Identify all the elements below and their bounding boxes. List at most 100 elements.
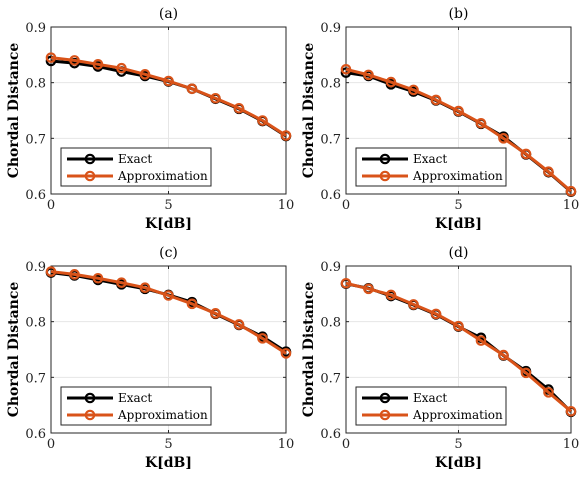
legend-box <box>355 386 507 426</box>
data-point-approximation <box>498 133 509 144</box>
data-point-approximation <box>69 269 80 280</box>
legend-label-exact: Exact <box>118 152 152 166</box>
data-point-approximation <box>430 94 442 106</box>
data-point-approximation <box>210 308 221 319</box>
data-point-approximation <box>186 298 198 310</box>
x-tick-label: 0 <box>47 198 55 213</box>
data-point-approximation <box>116 62 127 74</box>
y-tick-label: 0.9 <box>25 260 46 275</box>
legend-box <box>60 147 212 187</box>
data-point-approximation <box>475 118 487 129</box>
legend-marker-approximation <box>84 409 96 421</box>
x-tick-label: 5 <box>164 198 172 213</box>
x-axis-label: K[dB] <box>145 216 192 232</box>
data-point-approximation <box>363 283 374 295</box>
data-point-approximation <box>92 58 104 70</box>
data-point-approximation <box>543 166 554 178</box>
data-point-approximation <box>116 277 127 288</box>
legend-box <box>60 386 212 426</box>
data-point-approximation <box>163 75 174 87</box>
legend: Exact Approximation <box>355 147 507 187</box>
legend-marker-approximation <box>379 170 391 182</box>
legend-label-exact: Exact <box>413 391 447 405</box>
data-point-exact <box>340 67 352 78</box>
data-point-approximation <box>385 76 397 88</box>
panel-title: (d) <box>449 245 469 261</box>
y-tick-label: 0.7 <box>320 132 341 147</box>
data-point-approximation <box>520 148 532 160</box>
data-point-approximation <box>139 69 151 80</box>
data-point-approximation <box>565 185 577 197</box>
series-line-approximation <box>50 270 287 355</box>
y-tick-label: 0.6 <box>320 188 341 203</box>
legend-label-exact: Exact <box>413 152 447 166</box>
y-tick-label: 0.8 <box>320 316 341 331</box>
x-tick-label: 0 <box>342 198 350 213</box>
data-point-approximation <box>453 320 464 332</box>
y-tick-label: 0.8 <box>25 316 46 331</box>
data-point-approximation <box>408 84 419 96</box>
panel-title: (c) <box>159 245 178 261</box>
y-tick-label: 0.8 <box>25 77 46 92</box>
legend-label-approximation: Approximation <box>412 169 503 183</box>
y-tick-label: 0.7 <box>25 371 46 386</box>
y-tick-label: 0.8 <box>320 77 341 92</box>
legend-label-approximation: Approximation <box>117 169 208 183</box>
data-point-exact <box>45 55 57 67</box>
data-point-approximation <box>520 367 532 379</box>
x-tick-label: 10 <box>563 437 579 452</box>
y-tick-label: 0.9 <box>320 21 341 36</box>
series-line-approximation <box>345 67 572 193</box>
y-tick-label: 0.7 <box>320 371 341 386</box>
data-point-approximation <box>280 348 292 359</box>
data-point-approximation <box>233 319 245 330</box>
panel-title: (a) <box>159 6 178 22</box>
legend-label-exact: Exact <box>118 391 152 405</box>
legend-label-approximation: Approximation <box>412 408 503 422</box>
data-point-approximation <box>498 349 509 361</box>
data-point-approximation <box>340 277 352 289</box>
x-axis-label: K[dB] <box>435 455 482 471</box>
y-axis-label: Chordal Distance <box>6 43 22 179</box>
legend-marker-exact <box>84 392 96 404</box>
chart-panel-4: 0 5 10 0.6 0.7 0.8 0.9 (d) K[dB] Chordal Distance… <box>301 245 579 471</box>
y-tick-label: 0.6 <box>320 427 341 442</box>
data-point-approximation <box>163 290 174 301</box>
legend-marker-exact <box>84 153 96 165</box>
chart-panel-2: 0 5 10 0.6 0.7 0.8 0.9 (b) K[dB] Chordal Distance… <box>301 6 579 232</box>
data-point-approximation <box>257 333 268 344</box>
legend-marker-exact <box>379 392 391 404</box>
legend-marker-approximation <box>84 170 96 182</box>
y-tick-label: 0.9 <box>320 260 341 275</box>
chart-panel-1: 0 5 10 0.6 0.7 0.8 0.9 (a) K[dB] Chordal Distance… <box>6 6 294 232</box>
y-tick-label: 0.9 <box>25 21 46 36</box>
panel-title: (b) <box>449 6 469 22</box>
data-point-approximation <box>45 52 57 63</box>
series-line-approximation <box>50 56 287 137</box>
data-point-approximation <box>543 387 554 398</box>
x-tick-label: 0 <box>47 437 55 452</box>
data-point-approximation <box>210 92 221 104</box>
data-point-approximation <box>340 64 352 75</box>
series-line-approximation <box>345 281 572 413</box>
x-tick-label: 10 <box>278 198 295 213</box>
data-point-approximation <box>408 299 419 310</box>
legend: Exact Approximation <box>60 147 212 187</box>
x-tick-label: 5 <box>164 437 172 452</box>
data-point-approximation <box>92 272 104 284</box>
legend-marker-exact <box>379 153 391 165</box>
legend: Exact Approximation <box>355 386 507 426</box>
data-point-approximation <box>45 266 57 277</box>
x-tick-label: 0 <box>342 437 350 452</box>
data-point-approximation <box>69 55 80 66</box>
legend-label-approximation: Approximation <box>117 408 208 422</box>
data-point-approximation <box>186 83 198 95</box>
data-point-approximation <box>139 282 151 294</box>
x-tick-label: 5 <box>454 198 462 213</box>
data-point-approximation <box>280 130 292 141</box>
data-point-approximation <box>363 69 374 81</box>
x-axis-label: K[dB] <box>435 216 482 232</box>
data-point-approximation <box>475 335 487 346</box>
y-axis-label: Chordal Distance <box>301 282 317 418</box>
y-axis-label: Chordal Distance <box>6 282 22 418</box>
